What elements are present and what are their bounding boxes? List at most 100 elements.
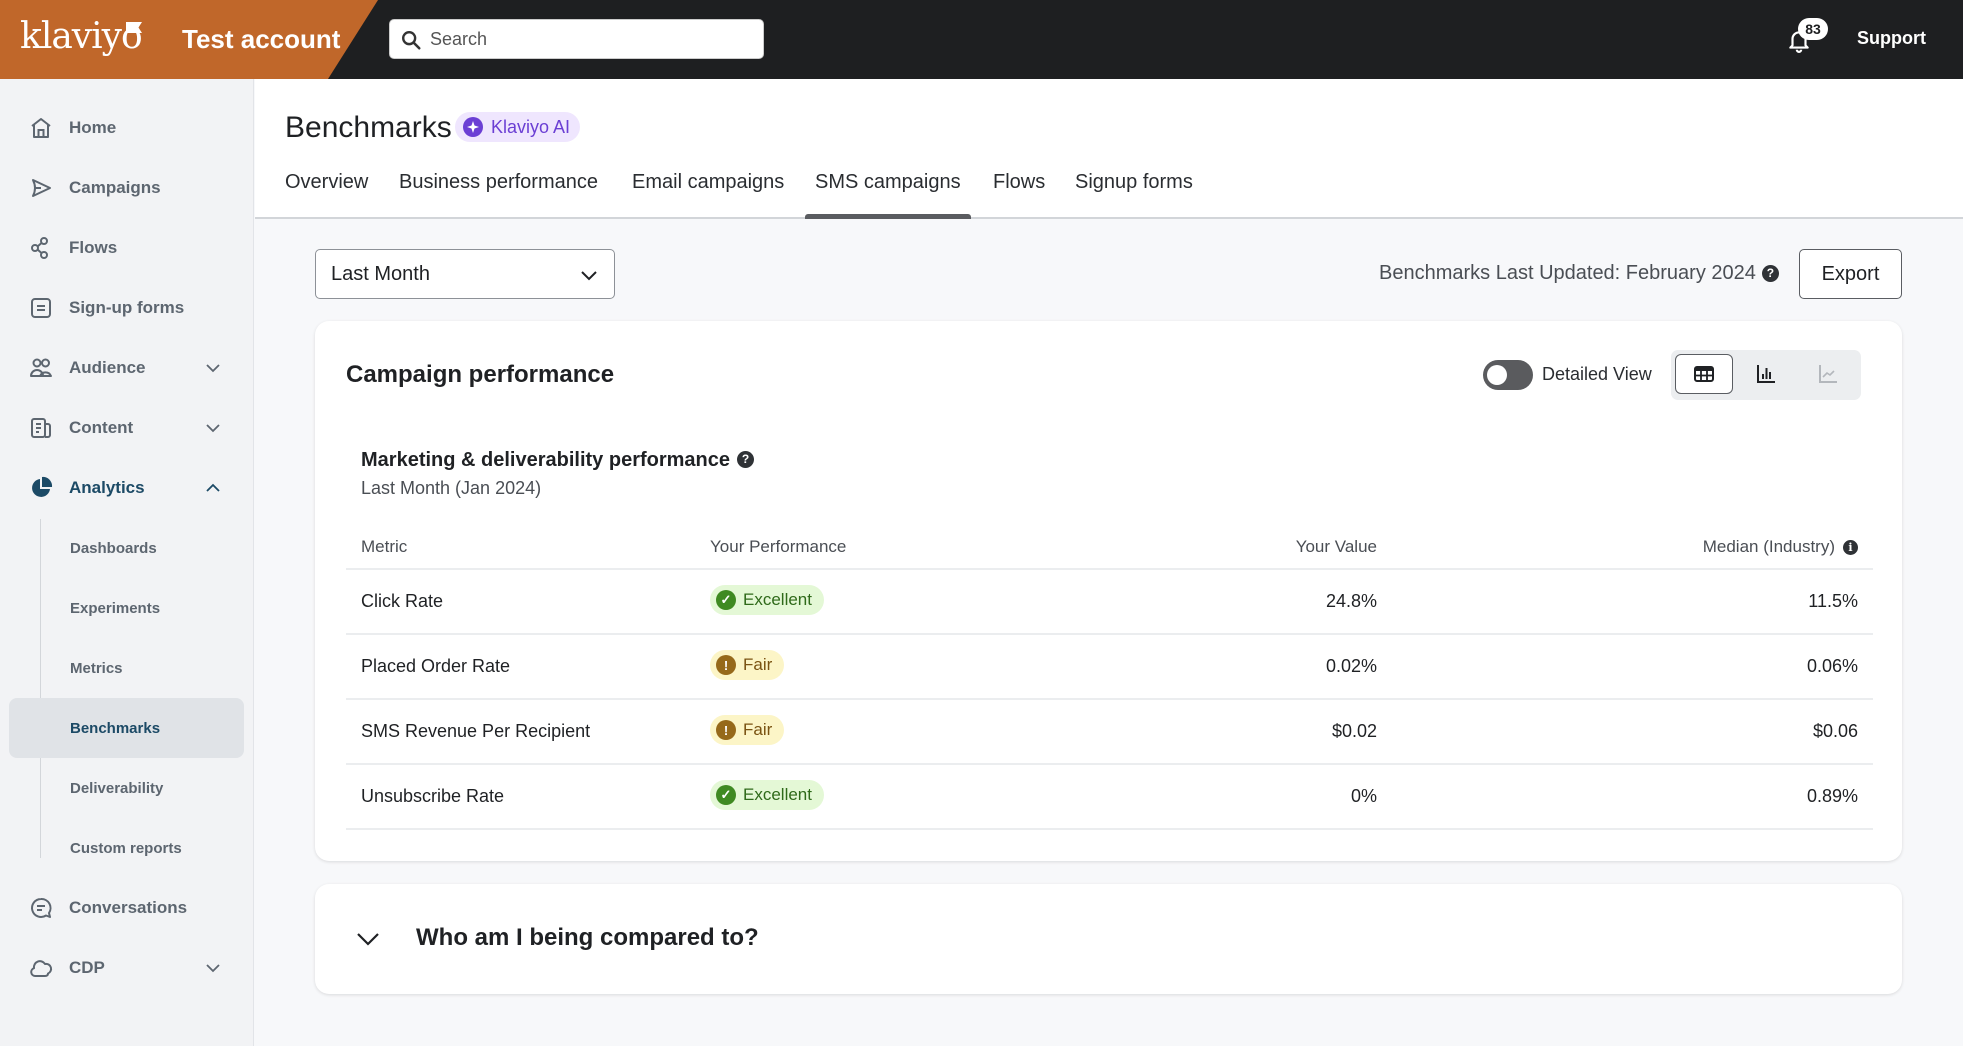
bar-chart-view-button[interactable] xyxy=(1737,354,1795,394)
column-header-metric: Metric xyxy=(361,537,408,556)
sidebar-subitem-label: Experiments xyxy=(70,599,161,617)
subnav-divider xyxy=(40,519,41,858)
sidebar-subitem-dashboards[interactable]: Dashboards xyxy=(9,518,244,578)
sidebar-item-audience[interactable]: Audience xyxy=(0,343,254,393)
page-header: Benchmarks Klaviyo AI Overview Business … xyxy=(255,79,1963,219)
tab-business-performance[interactable]: Business performance xyxy=(399,171,598,193)
cloud-icon xyxy=(30,960,53,977)
klaviyo-logo[interactable]: klaviyo xyxy=(20,16,143,57)
median-value: 0.06% xyxy=(1806,656,1858,676)
notification-badge: 83 xyxy=(1798,18,1828,40)
sidebar-item-cdp[interactable]: CDP xyxy=(0,943,254,993)
sidebar-item-home[interactable]: Home xyxy=(0,103,254,153)
your-value: $0.02 xyxy=(1331,721,1377,741)
form-icon xyxy=(31,298,51,318)
tab-sms-campaigns[interactable]: SMS campaigns xyxy=(805,171,971,219)
account-name[interactable]: Test account xyxy=(182,24,341,54)
search-box[interactable] xyxy=(389,19,764,59)
sidebar-subitem-experiments[interactable]: Experiments xyxy=(9,578,244,638)
export-button[interactable]: Export xyxy=(1799,249,1902,299)
sidebar-item-conversations[interactable]: Conversations xyxy=(0,883,254,933)
last-updated-text: Benchmarks Last Updated: February 2024 xyxy=(1379,262,1756,284)
people-icon xyxy=(30,358,52,377)
status-badge: ! Fair xyxy=(710,715,785,745)
sidebar-subitem-label: Metrics xyxy=(70,659,123,677)
tab-email-campaigns[interactable]: Email campaigns xyxy=(632,171,785,193)
send-icon xyxy=(32,179,51,197)
warning-circle-icon: ! xyxy=(716,720,736,740)
sidebar-item-label: Campaigns xyxy=(69,178,161,197)
sidebar-subitem-label: Dashboards xyxy=(70,539,157,557)
check-circle-icon: ✓ xyxy=(716,590,736,610)
bar-chart-icon xyxy=(1757,365,1775,383)
metric-name: SMS Revenue Per Recipient xyxy=(361,721,591,741)
chevron-up-icon[interactable] xyxy=(203,478,223,498)
sidebar-item-label: Sign-up forms xyxy=(69,298,185,317)
detailed-view-label: Detailed View xyxy=(1542,364,1652,384)
line-chart-icon xyxy=(1819,365,1837,383)
support-link[interactable]: Support xyxy=(1857,28,1926,48)
table-row: SMS Revenue Per Recipient ! Fair $0.02 $0… xyxy=(346,700,1873,765)
campaign-performance-card: Campaign performance Detailed View Marke… xyxy=(315,321,1902,861)
sidebar-item-label: Flows xyxy=(69,238,118,257)
sidebar-subitem-custom-reports[interactable]: Custom reports xyxy=(9,818,244,878)
chevron-down-icon[interactable] xyxy=(203,358,223,378)
status-label: Fair xyxy=(743,720,773,739)
content-icon xyxy=(31,418,51,438)
search-input[interactable] xyxy=(430,24,750,54)
sidebar-item-label: Content xyxy=(69,418,134,437)
median-header-text: Median (Industry) xyxy=(1702,537,1835,556)
tab-signup-forms[interactable]: Signup forms xyxy=(1075,171,1193,193)
sidebar-subitem-benchmarks[interactable]: Benchmarks xyxy=(9,698,244,758)
date-range-select[interactable]: Last Month xyxy=(315,249,615,299)
benchmarks-last-updated: Benchmarks Last Updated: February 2024? xyxy=(1379,262,1779,285)
chevron-down-icon xyxy=(357,933,379,946)
sidebar-subitem-label: Benchmarks xyxy=(70,719,161,737)
view-mode-switcher xyxy=(1671,350,1861,400)
sidebar-item-content[interactable]: Content xyxy=(0,403,254,453)
warning-circle-icon: ! xyxy=(716,655,736,675)
chat-icon xyxy=(31,898,52,918)
status-badge: ✓ Excellent xyxy=(710,585,824,615)
klaviyo-ai-label: Klaviyo AI xyxy=(491,116,571,137)
your-value: 0% xyxy=(1350,786,1377,806)
info-icon[interactable]: i xyxy=(1843,540,1858,555)
accordion-title: Who am I being compared to? xyxy=(416,924,759,951)
chevron-down-icon[interactable] xyxy=(203,958,223,978)
your-value: 0.02% xyxy=(1325,656,1377,676)
sidebar-item-analytics[interactable]: Analytics xyxy=(0,463,254,513)
table-header: Metric Your Performance Your Value Media… xyxy=(346,521,1873,570)
section-subtitle: Last Month (Jan 2024) xyxy=(361,478,542,498)
tab-overview[interactable]: Overview xyxy=(285,171,369,193)
status-label: Fair xyxy=(743,655,773,674)
comparison-accordion[interactable]: Who am I being compared to? xyxy=(315,884,1902,994)
klaviyo-ai-badge[interactable]: Klaviyo AI xyxy=(455,112,581,142)
status-label: Excellent xyxy=(743,590,812,609)
tab-flows[interactable]: Flows xyxy=(993,171,1046,193)
date-range-value: Last Month xyxy=(331,263,430,285)
table-row: Click Rate ✓ Excellent 24.8% 11.5% xyxy=(346,570,1873,635)
sidebar-subitem-metrics[interactable]: Metrics xyxy=(9,638,244,698)
metric-name: Unsubscribe Rate xyxy=(361,786,505,806)
sidebar-item-label: Home xyxy=(69,118,117,137)
sidebar-subitem-deliverability[interactable]: Deliverability xyxy=(9,758,244,818)
logo-flag-icon xyxy=(126,22,142,33)
help-icon[interactable]: ? xyxy=(1761,265,1779,282)
column-header-median: Median (Industry) i xyxy=(1703,537,1858,557)
table-view-button[interactable] xyxy=(1675,354,1733,394)
median-value: 0.89% xyxy=(1806,786,1858,806)
detailed-view-toggle[interactable] xyxy=(1483,360,1533,390)
sidebar-item-campaigns[interactable]: Campaigns xyxy=(0,163,254,213)
status-badge: ✓ Excellent xyxy=(710,780,824,810)
section-help-icon[interactable]: ? xyxy=(737,451,754,468)
sidebar-item-signup-forms[interactable]: Sign-up forms xyxy=(0,283,254,333)
sidebar-subitem-label: Deliverability xyxy=(70,779,164,797)
sidebar-item-flows[interactable]: Flows xyxy=(0,223,254,273)
chevron-down-icon[interactable] xyxy=(203,418,223,438)
median-value: 11.5% xyxy=(1808,591,1858,611)
sparkle-icon xyxy=(463,117,483,137)
line-chart-view-button[interactable] xyxy=(1799,354,1857,394)
flows-icon xyxy=(31,237,48,259)
brand-area xyxy=(0,0,378,79)
page-title: Benchmarks xyxy=(285,111,452,144)
